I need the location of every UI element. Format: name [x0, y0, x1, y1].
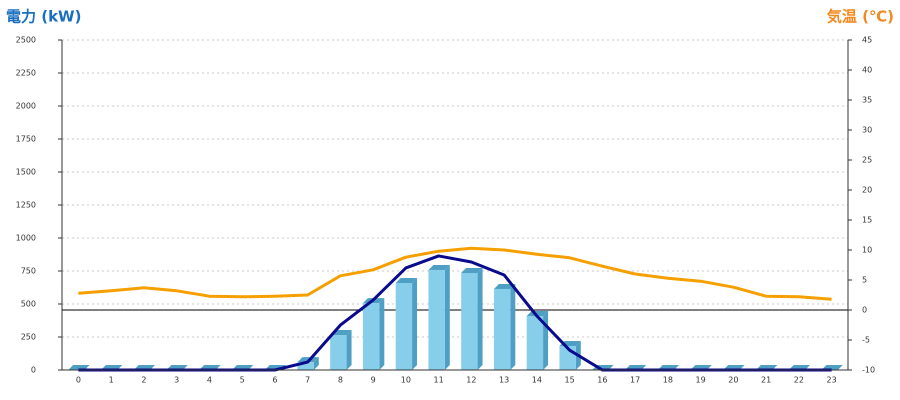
bar-top: [461, 267, 483, 273]
bar-side: [313, 357, 319, 370]
x-tick-label: 2: [141, 376, 146, 385]
chart-title: 電力 (kW): [6, 8, 81, 26]
bar-side: [477, 267, 483, 370]
y2-tick-label: 10: [862, 246, 872, 255]
y2-tick-label: 30: [862, 126, 872, 135]
bar-side: [346, 330, 352, 370]
y-tick-label: 2500: [16, 36, 36, 45]
x-tick-label: 8: [338, 376, 343, 385]
y-tick-label: 750: [21, 267, 36, 276]
y2-tick-label: 0: [862, 306, 867, 315]
bar-front: [362, 303, 380, 370]
y2-tick-label: 20: [862, 186, 872, 195]
y2-tick-label: 45: [862, 36, 872, 45]
x-tick-label: 6: [272, 376, 277, 385]
bar: [330, 330, 352, 370]
bar: [428, 264, 450, 370]
x-tick-label: 7: [305, 376, 310, 385]
y-tick-label: 1750: [16, 135, 36, 144]
x-tick-label: 20: [728, 376, 738, 385]
x-tick-label: 11: [434, 376, 444, 385]
y-tick-label: 500: [21, 300, 36, 309]
bar-front: [395, 283, 413, 370]
x-tick-label: 0: [76, 376, 81, 385]
y-tick-label: 1500: [16, 168, 36, 177]
x-tick-label: 4: [207, 376, 212, 385]
y-tick-label: 1000: [16, 234, 36, 243]
x-tick-label: 9: [371, 376, 376, 385]
bar-side: [379, 298, 385, 370]
x-tick-label: 18: [663, 376, 673, 385]
x-tick-label: 19: [696, 376, 706, 385]
bar: [461, 267, 483, 370]
line: [78, 246, 832, 301]
bar-side: [412, 278, 418, 370]
bar-front: [330, 335, 347, 370]
y-tick-label: 1250: [16, 201, 36, 210]
y2-tick-label: 5: [862, 276, 867, 285]
bar: [362, 298, 385, 370]
x-tick-label: 16: [597, 376, 607, 385]
x-tick-label: 22: [794, 376, 804, 385]
y-tick-label: 0: [31, 366, 36, 375]
line: [78, 254, 832, 372]
bar: [526, 311, 549, 370]
bar-front: [526, 316, 544, 370]
bar-top: [493, 283, 516, 289]
x-tick-label: 21: [761, 376, 771, 385]
y2-tick-label: 25: [862, 156, 872, 165]
y-tick-label: 2250: [16, 69, 36, 78]
x-tick-label: 10: [401, 376, 411, 385]
x-tick-label: 13: [499, 376, 509, 385]
y2-tick-label: -5: [862, 336, 870, 345]
bar-side: [444, 264, 450, 370]
x-tick-label: 1: [109, 376, 114, 385]
y2-tick-label: 15: [862, 216, 872, 225]
x-tick-label: 15: [565, 376, 575, 385]
bar-top: [395, 278, 418, 284]
y-tick-label: 250: [21, 333, 36, 342]
y2-title: 気温 (℃): [827, 8, 894, 26]
x-tick-label: 3: [174, 376, 179, 385]
bar-front: [428, 269, 445, 370]
bar-side: [543, 311, 549, 370]
y2-tick-label: 40: [862, 66, 872, 75]
x-tick-label: 12: [466, 376, 476, 385]
y-tick-label: 2000: [16, 102, 36, 111]
bar-top: [428, 264, 450, 270]
bar-front: [493, 288, 511, 370]
x-tick-label: 17: [630, 376, 640, 385]
bar: [395, 278, 418, 370]
bar: [493, 283, 516, 370]
y2-tick-label: -10: [862, 366, 875, 375]
y2-tick-label: 35: [862, 96, 872, 105]
bar-front: [461, 272, 478, 370]
bar-front: [297, 362, 314, 370]
x-tick-label: 23: [827, 376, 837, 385]
bar-side: [510, 283, 516, 370]
x-tick-label: 5: [240, 376, 245, 385]
x-tick-label: 14: [532, 376, 542, 385]
